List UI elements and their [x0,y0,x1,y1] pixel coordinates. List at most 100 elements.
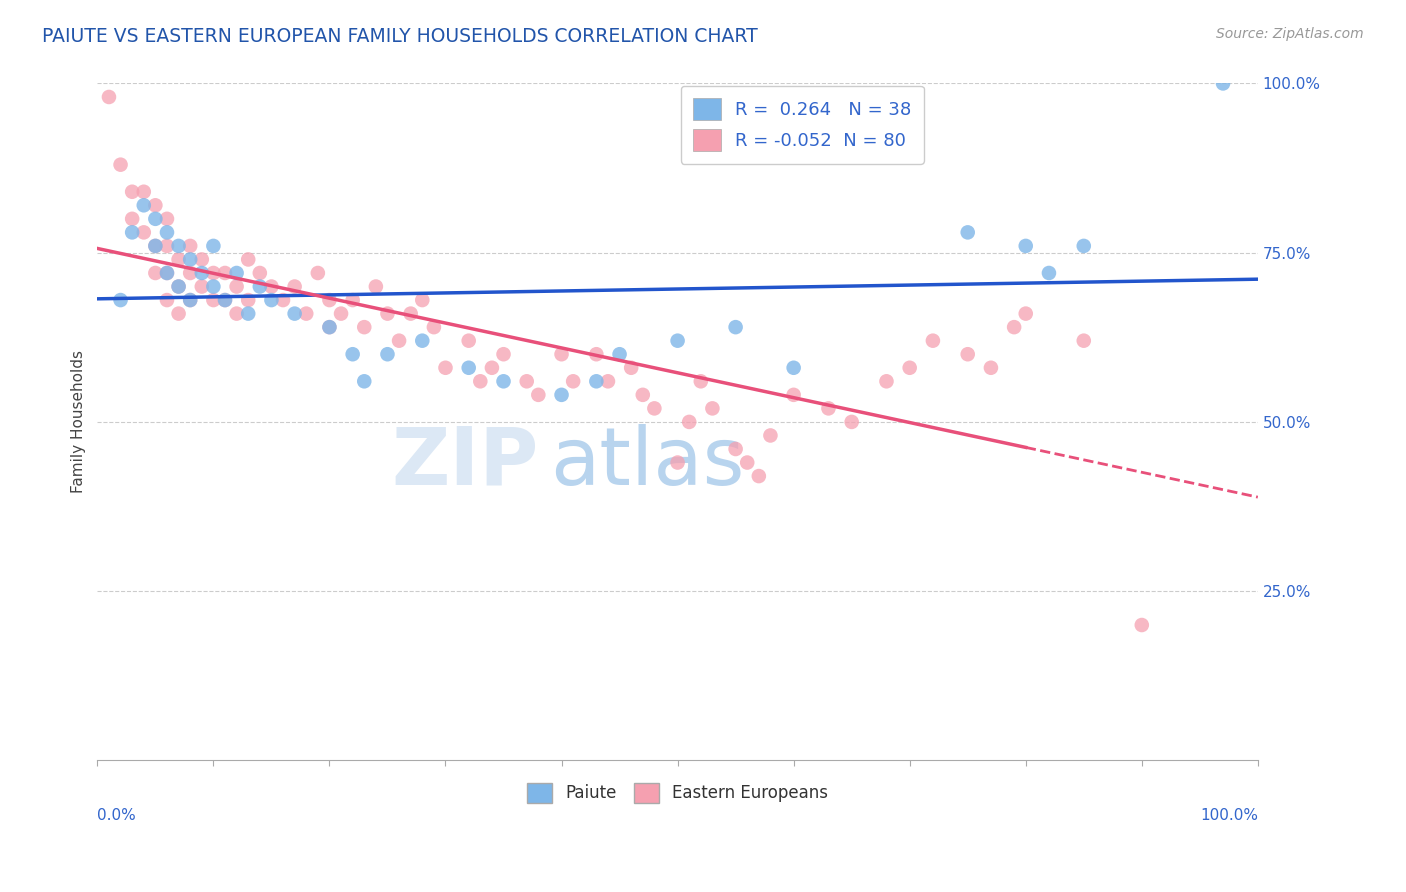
Point [121,226,143,240]
Point [156,266,179,280]
Point [179,293,201,307]
Point [167,307,190,321]
Point [377,347,399,361]
Point [179,239,201,253]
Text: Source: ZipAtlas.com: Source: ZipAtlas.com [1216,27,1364,41]
Point [956,226,979,240]
Point [562,374,585,388]
Point [330,307,353,321]
Text: atlas: atlas [550,424,744,501]
Text: PAIUTE VS EASTERN EUROPEAN FAMILY HOUSEHOLDS CORRELATION CHART: PAIUTE VS EASTERN EUROPEAN FAMILY HOUSEH… [42,27,758,45]
Point [643,401,665,416]
Point [457,334,479,348]
Point [307,266,329,280]
Point [388,334,411,348]
Point [121,185,143,199]
Point [492,347,515,361]
Point [1130,618,1153,632]
Point [399,307,422,321]
Y-axis label: Family Households: Family Households [72,351,86,493]
Legend: Paiute, Eastern Europeans: Paiute, Eastern Europeans [520,776,835,810]
Point [492,374,515,388]
Point [759,428,782,442]
Point [353,374,375,388]
Point [1038,266,1060,280]
Point [145,239,167,253]
Point [214,293,236,307]
Point [318,293,340,307]
Point [110,293,132,307]
Point [191,266,214,280]
Point [225,279,247,293]
Point [97,90,120,104]
Point [1212,77,1234,91]
Point [179,252,201,267]
Point [922,334,945,348]
Text: 0.0%: 0.0% [97,808,136,822]
Point [145,198,167,212]
Point [167,279,190,293]
Point [260,279,283,293]
Point [214,266,236,280]
Point [191,252,214,267]
Point [875,374,897,388]
Point [284,279,307,293]
Point [1073,239,1095,253]
Point [782,388,804,402]
Point [167,279,190,293]
Point [156,211,179,226]
Point [353,320,375,334]
Point [735,456,758,470]
Point [724,442,747,456]
Point [318,320,340,334]
Point [132,198,155,212]
Point [678,415,700,429]
Point [516,374,538,388]
Point [121,211,143,226]
Point [457,360,479,375]
Point [249,279,271,293]
Point [748,469,770,483]
Point [214,293,236,307]
Point [1015,307,1038,321]
Point [817,401,839,416]
Point [202,293,225,307]
Point [145,211,167,226]
Point [202,239,225,253]
Point [596,374,619,388]
Point [956,347,979,361]
Point [364,279,387,293]
Point [585,347,607,361]
Point [132,185,155,199]
Point [609,347,631,361]
Point [167,252,190,267]
Point [202,266,225,280]
Point [1073,334,1095,348]
Point [238,293,260,307]
Point [145,266,167,280]
Point [179,266,201,280]
Point [585,374,607,388]
Point [202,279,225,293]
Point [342,347,364,361]
Point [782,360,804,375]
Point [238,307,260,321]
Point [724,320,747,334]
Point [238,252,260,267]
Point [191,279,214,293]
Point [550,347,572,361]
Text: ZIP: ZIP [391,424,538,501]
Point [666,334,689,348]
Point [411,334,433,348]
Point [179,293,201,307]
Point [423,320,446,334]
Point [167,239,190,253]
Point [411,293,433,307]
Point [342,293,364,307]
Point [434,360,457,375]
Point [132,226,155,240]
Point [841,415,863,429]
Point [1002,320,1025,334]
Point [620,360,643,375]
Point [377,307,399,321]
